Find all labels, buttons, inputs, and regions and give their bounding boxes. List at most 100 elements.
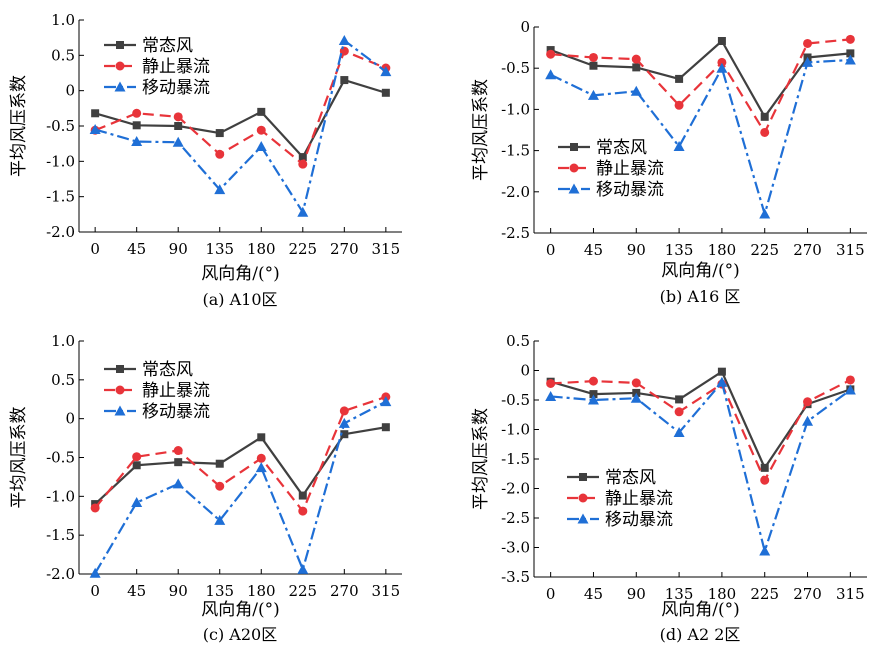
series-3 — [89, 396, 392, 578]
data-point — [132, 461, 141, 470]
data-point — [297, 563, 309, 574]
x-tick-label: 180 — [708, 241, 737, 259]
y-tick-label: -3.5 — [501, 568, 530, 586]
x-tick-label: 0 — [90, 582, 100, 600]
y-tick-label: -2.5 — [501, 224, 530, 242]
data-point — [172, 478, 184, 489]
legend-label: 移动暴流 — [605, 510, 673, 530]
x-tick-label: 315 — [836, 241, 865, 259]
data-point — [257, 433, 266, 442]
data-point — [846, 49, 855, 58]
data-point — [760, 127, 770, 137]
data-point — [546, 49, 556, 59]
x-axis-title: 风向角/(°) — [201, 600, 280, 620]
data-point — [802, 56, 814, 67]
y-tick-label: -2.0 — [46, 223, 75, 241]
data-point — [760, 112, 769, 121]
legend-label: 静止暴流 — [605, 489, 673, 509]
data-point — [340, 76, 349, 85]
data-point — [673, 426, 685, 437]
x-tick-label: 180 — [247, 582, 276, 600]
data-point — [803, 397, 813, 407]
data-point — [545, 69, 557, 80]
data-point — [90, 503, 100, 513]
data-point — [631, 378, 641, 388]
y-tick-label: -1.0 — [46, 487, 75, 505]
y-tick-label: -2.0 — [501, 480, 530, 498]
data-point — [173, 112, 183, 122]
series-3 — [545, 54, 856, 219]
data-point — [89, 567, 101, 578]
series-line — [550, 381, 851, 553]
y-tick-label: 0 — [65, 82, 75, 100]
y-tick-label: 0 — [520, 362, 530, 380]
data-point — [214, 514, 226, 525]
legend-label: 常态风 — [596, 138, 647, 158]
series-line — [94, 49, 387, 166]
panel-caption: (d) A2 2区 — [660, 625, 741, 644]
series-line — [550, 38, 851, 134]
y-tick-label: -1.5 — [501, 142, 530, 160]
y-tick-label: 0.5 — [51, 46, 75, 64]
y-tick-label: -2.0 — [46, 565, 75, 583]
x-tick-label: 45 — [127, 240, 146, 258]
y-tick-label: -0.5 — [501, 391, 530, 409]
chart-panel-1: 1.0 0.5 0 -0.5 -1.0 -1.5 -2.0 0 45 90 135 180 225 270… — [9, 11, 402, 309]
legend-label: 静止暴流 — [142, 381, 210, 401]
legend-label: 静止暴流 — [596, 159, 664, 179]
data-point — [760, 475, 770, 485]
legend-marker — [116, 41, 124, 49]
y-tick-label: -2.0 — [501, 183, 530, 201]
data-point — [546, 378, 556, 388]
x-axis-title: 风向角/(°) — [661, 261, 740, 281]
legend-label: 移动暴流 — [596, 180, 664, 200]
x-tick-label: 225 — [288, 240, 317, 258]
x-tick-label: 0 — [546, 241, 556, 259]
x-tick-label: 315 — [372, 240, 401, 258]
series-line — [94, 39, 387, 214]
y-tick-label: 1.0 — [51, 332, 75, 350]
x-tick-label: 90 — [169, 240, 188, 258]
legend-label: 常态风 — [142, 36, 193, 56]
y-tick-label: 1.0 — [51, 11, 75, 29]
data-point — [675, 74, 684, 83]
legend-marker — [116, 365, 124, 373]
data-point — [298, 153, 307, 162]
data-point — [717, 37, 726, 46]
y-tick-label: -1.0 — [46, 152, 75, 170]
series-3 — [89, 34, 392, 217]
y-axis-title: 平均风压系数 — [9, 407, 29, 509]
x-tick-label: 225 — [750, 241, 779, 259]
legend-marker — [579, 473, 587, 481]
series-1 — [91, 76, 390, 162]
data-point — [89, 124, 101, 135]
data-point — [380, 66, 392, 77]
chart-panel-4: 0.5 0 -0.5 -1.0 -1.5 -2.0 -2.5 -3.0 -3.5 0 45 90 135… — [471, 332, 867, 644]
data-point — [381, 88, 390, 97]
y-tick-label: 0 — [520, 18, 530, 36]
series-1 — [546, 37, 855, 121]
legend-marker — [114, 405, 126, 416]
y-tick-label: -1.5 — [501, 450, 530, 468]
y-tick-label: -1.5 — [46, 188, 75, 206]
data-point — [587, 394, 599, 405]
data-point — [132, 108, 142, 118]
data-point — [845, 34, 855, 44]
y-tick-label: 0.5 — [51, 371, 75, 389]
x-tick-label: 270 — [793, 585, 822, 603]
x-tick-label: 45 — [584, 241, 603, 259]
data-point — [716, 376, 728, 387]
data-point — [716, 62, 728, 73]
data-point — [338, 417, 350, 428]
data-point — [215, 149, 225, 159]
data-point — [172, 136, 184, 147]
data-point — [673, 140, 685, 151]
legend-marker — [115, 61, 125, 71]
y-tick-label: -3.0 — [501, 539, 530, 557]
legend-label: 常态风 — [605, 468, 656, 488]
legend-marker — [578, 493, 588, 503]
